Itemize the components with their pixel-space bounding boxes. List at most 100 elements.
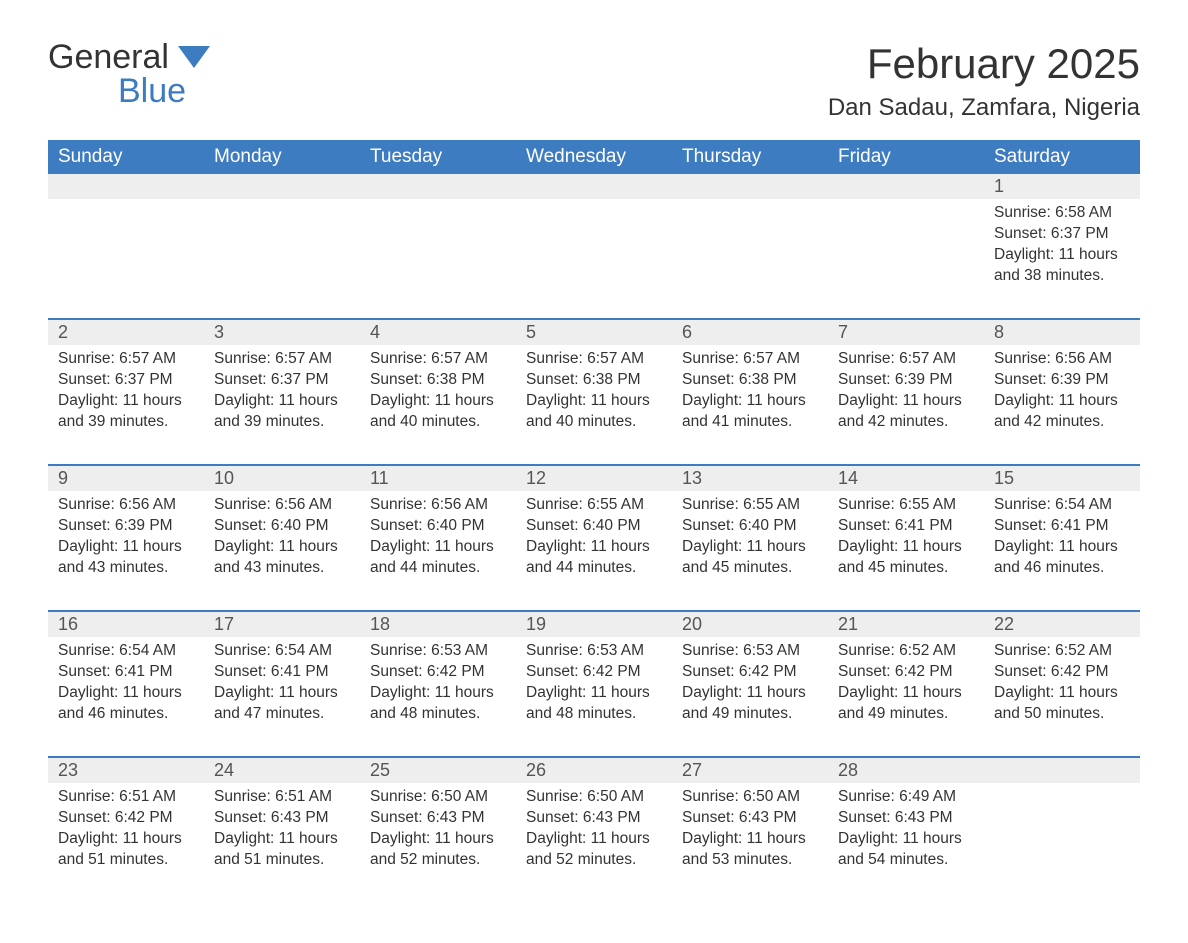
weekday-header-row: Sunday Monday Tuesday Wednesday Thursday… bbox=[48, 140, 1140, 174]
day-number-cell bbox=[984, 757, 1140, 783]
day-sunrise: Sunrise: 6:51 AM bbox=[58, 787, 194, 808]
day-number-cell: 4 bbox=[360, 319, 516, 345]
day-info: Sunrise: 6:54 AMSunset: 6:41 PMDaylight:… bbox=[214, 637, 350, 725]
day-number-cell: 26 bbox=[516, 757, 672, 783]
day-sunset: Sunset: 6:42 PM bbox=[58, 808, 194, 829]
day-daylight1: Daylight: 11 hours bbox=[58, 537, 194, 558]
day-daylight1: Daylight: 11 hours bbox=[370, 537, 506, 558]
info-row: Sunrise: 6:54 AMSunset: 6:41 PMDaylight:… bbox=[48, 637, 1140, 757]
day-info-cell: Sunrise: 6:57 AMSunset: 6:39 PMDaylight:… bbox=[828, 345, 984, 465]
day-sunset: Sunset: 6:40 PM bbox=[526, 516, 662, 537]
daynum-row: 2345678 bbox=[48, 319, 1140, 345]
day-daylight1: Daylight: 11 hours bbox=[526, 537, 662, 558]
day-sunrise: Sunrise: 6:56 AM bbox=[994, 349, 1130, 370]
day-number-cell: 23 bbox=[48, 757, 204, 783]
day-info: Sunrise: 6:56 AMSunset: 6:39 PMDaylight:… bbox=[994, 345, 1130, 433]
day-info-cell: Sunrise: 6:57 AMSunset: 6:37 PMDaylight:… bbox=[204, 345, 360, 465]
day-sunset: Sunset: 6:40 PM bbox=[682, 516, 818, 537]
day-sunrise: Sunrise: 6:54 AM bbox=[214, 641, 350, 662]
day-sunrise: Sunrise: 6:52 AM bbox=[838, 641, 974, 662]
day-info: Sunrise: 6:51 AMSunset: 6:42 PMDaylight:… bbox=[58, 783, 194, 871]
day-number-cell: 9 bbox=[48, 465, 204, 491]
day-daylight1: Daylight: 11 hours bbox=[214, 537, 350, 558]
day-daylight2: and 50 minutes. bbox=[994, 704, 1130, 725]
day-info: Sunrise: 6:57 AMSunset: 6:38 PMDaylight:… bbox=[682, 345, 818, 433]
day-number-cell: 5 bbox=[516, 319, 672, 345]
day-sunset: Sunset: 6:37 PM bbox=[994, 224, 1130, 245]
day-info: Sunrise: 6:50 AMSunset: 6:43 PMDaylight:… bbox=[370, 783, 506, 871]
day-info-cell bbox=[672, 199, 828, 319]
day-daylight1: Daylight: 11 hours bbox=[58, 391, 194, 412]
logo-text: General Blue bbox=[48, 40, 210, 108]
day-sunset: Sunset: 6:38 PM bbox=[526, 370, 662, 391]
day-daylight2: and 46 minutes. bbox=[58, 704, 194, 725]
day-number-cell: 6 bbox=[672, 319, 828, 345]
day-daylight2: and 43 minutes. bbox=[214, 558, 350, 579]
day-daylight2: and 44 minutes. bbox=[370, 558, 506, 579]
day-info-cell: Sunrise: 6:57 AMSunset: 6:38 PMDaylight:… bbox=[360, 345, 516, 465]
day-info: Sunrise: 6:52 AMSunset: 6:42 PMDaylight:… bbox=[994, 637, 1130, 725]
day-sunset: Sunset: 6:39 PM bbox=[58, 516, 194, 537]
day-info: Sunrise: 6:52 AMSunset: 6:42 PMDaylight:… bbox=[838, 637, 974, 725]
col-monday: Monday bbox=[204, 140, 360, 174]
day-sunrise: Sunrise: 6:58 AM bbox=[994, 203, 1130, 224]
day-daylight2: and 39 minutes. bbox=[58, 412, 194, 433]
col-wednesday: Wednesday bbox=[516, 140, 672, 174]
day-daylight1: Daylight: 11 hours bbox=[994, 391, 1130, 412]
day-daylight2: and 39 minutes. bbox=[214, 412, 350, 433]
day-daylight2: and 42 minutes. bbox=[838, 412, 974, 433]
day-info-cell: Sunrise: 6:56 AMSunset: 6:40 PMDaylight:… bbox=[204, 491, 360, 611]
day-info-cell: Sunrise: 6:56 AMSunset: 6:40 PMDaylight:… bbox=[360, 491, 516, 611]
day-daylight2: and 48 minutes. bbox=[526, 704, 662, 725]
day-sunset: Sunset: 6:41 PM bbox=[58, 662, 194, 683]
day-info: Sunrise: 6:54 AMSunset: 6:41 PMDaylight:… bbox=[994, 491, 1130, 579]
day-number-cell: 17 bbox=[204, 611, 360, 637]
day-sunrise: Sunrise: 6:51 AM bbox=[214, 787, 350, 808]
header: General Blue February 2025 Dan Sadau, Za… bbox=[48, 40, 1140, 122]
day-sunset: Sunset: 6:43 PM bbox=[838, 808, 974, 829]
day-sunrise: Sunrise: 6:55 AM bbox=[682, 495, 818, 516]
day-info: Sunrise: 6:56 AMSunset: 6:39 PMDaylight:… bbox=[58, 491, 194, 579]
day-daylight1: Daylight: 11 hours bbox=[994, 245, 1130, 266]
day-info-cell bbox=[516, 199, 672, 319]
day-info: Sunrise: 6:57 AMSunset: 6:37 PMDaylight:… bbox=[214, 345, 350, 433]
day-daylight2: and 41 minutes. bbox=[682, 412, 818, 433]
title-block: February 2025 Dan Sadau, Zamfara, Nigeri… bbox=[828, 40, 1140, 122]
day-sunset: Sunset: 6:42 PM bbox=[682, 662, 818, 683]
day-info-cell: Sunrise: 6:52 AMSunset: 6:42 PMDaylight:… bbox=[984, 637, 1140, 757]
day-info-cell bbox=[204, 199, 360, 319]
daynum-row: 1 bbox=[48, 174, 1140, 199]
day-info: Sunrise: 6:51 AMSunset: 6:43 PMDaylight:… bbox=[214, 783, 350, 871]
day-info: Sunrise: 6:56 AMSunset: 6:40 PMDaylight:… bbox=[370, 491, 506, 579]
day-sunrise: Sunrise: 6:50 AM bbox=[682, 787, 818, 808]
day-info-cell: Sunrise: 6:54 AMSunset: 6:41 PMDaylight:… bbox=[204, 637, 360, 757]
day-number-cell: 27 bbox=[672, 757, 828, 783]
day-info: Sunrise: 6:57 AMSunset: 6:37 PMDaylight:… bbox=[58, 345, 194, 433]
day-info: Sunrise: 6:55 AMSunset: 6:41 PMDaylight:… bbox=[838, 491, 974, 579]
day-info-cell: Sunrise: 6:57 AMSunset: 6:37 PMDaylight:… bbox=[48, 345, 204, 465]
day-sunset: Sunset: 6:38 PM bbox=[370, 370, 506, 391]
day-number-cell: 16 bbox=[48, 611, 204, 637]
day-sunset: Sunset: 6:43 PM bbox=[370, 808, 506, 829]
day-sunset: Sunset: 6:41 PM bbox=[214, 662, 350, 683]
day-info-cell: Sunrise: 6:50 AMSunset: 6:43 PMDaylight:… bbox=[672, 783, 828, 903]
day-daylight2: and 40 minutes. bbox=[526, 412, 662, 433]
day-number-cell bbox=[204, 174, 360, 199]
day-number-cell bbox=[672, 174, 828, 199]
day-info: Sunrise: 6:56 AMSunset: 6:40 PMDaylight:… bbox=[214, 491, 350, 579]
day-daylight1: Daylight: 11 hours bbox=[214, 391, 350, 412]
day-number-cell: 28 bbox=[828, 757, 984, 783]
day-info-cell: Sunrise: 6:54 AMSunset: 6:41 PMDaylight:… bbox=[984, 491, 1140, 611]
daynum-row: 9101112131415 bbox=[48, 465, 1140, 491]
day-daylight1: Daylight: 11 hours bbox=[994, 683, 1130, 704]
daynum-row: 232425262728 bbox=[48, 757, 1140, 783]
day-info: Sunrise: 6:58 AMSunset: 6:37 PMDaylight:… bbox=[994, 199, 1130, 287]
info-row: Sunrise: 6:51 AMSunset: 6:42 PMDaylight:… bbox=[48, 783, 1140, 903]
day-info-cell: Sunrise: 6:57 AMSunset: 6:38 PMDaylight:… bbox=[672, 345, 828, 465]
day-number-cell: 7 bbox=[828, 319, 984, 345]
day-sunset: Sunset: 6:43 PM bbox=[526, 808, 662, 829]
day-number-cell: 14 bbox=[828, 465, 984, 491]
day-info: Sunrise: 6:50 AMSunset: 6:43 PMDaylight:… bbox=[682, 783, 818, 871]
day-daylight2: and 49 minutes. bbox=[682, 704, 818, 725]
day-daylight1: Daylight: 11 hours bbox=[994, 537, 1130, 558]
